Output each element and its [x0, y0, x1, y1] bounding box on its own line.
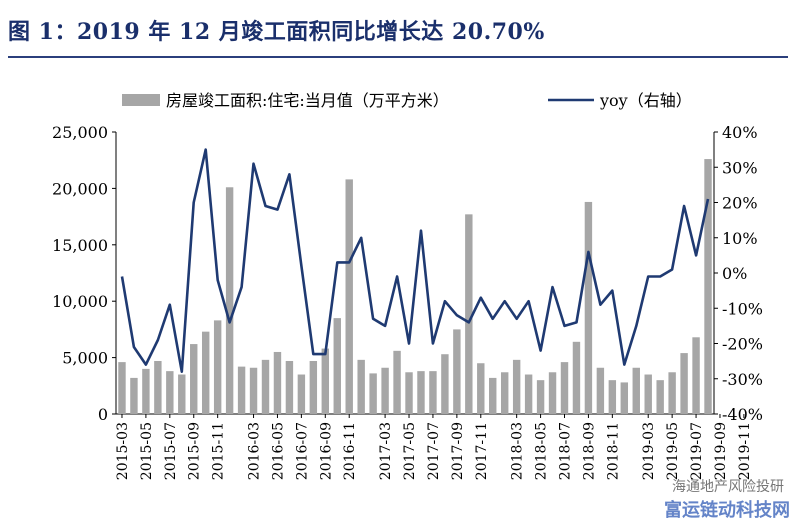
bar-2015-03: [118, 362, 126, 414]
x-tick-label: 2018-05: [534, 422, 550, 480]
x-tick-label: 2016-07: [294, 422, 310, 480]
x-tick-label: 2017-05: [402, 422, 418, 480]
bar-2018-11: [608, 380, 617, 414]
bar-2016-07: [297, 374, 306, 414]
bar-2018-02: [500, 372, 509, 414]
chart-title: 图 1：2019 年 12 月竣工面积同比增长达 20.70%: [8, 19, 545, 45]
left-tick-label: 20,000: [52, 179, 108, 198]
right-tick-label: 30%: [722, 158, 758, 177]
bar-2017-05: [405, 372, 413, 414]
bar-2015-05: [142, 368, 150, 414]
bar-2017-11: [477, 363, 485, 414]
bar-2019-02: [632, 367, 640, 414]
bar-2015-06: [154, 360, 162, 414]
bar-2018-12: [620, 382, 629, 414]
x-tick-label: 2018-07: [558, 422, 574, 480]
bar-2016-06: [285, 360, 294, 414]
x-tick-label: 2017-11: [474, 422, 490, 480]
right-tick-label: 40%: [722, 123, 758, 142]
bar-2016-05: [273, 351, 282, 414]
x-tick-label: 2015-07: [163, 422, 179, 480]
bar-2017-07: [429, 371, 437, 414]
bar-2016-10: [333, 318, 341, 414]
bar-2018-06: [548, 372, 557, 414]
x-tick-label: 2019-07: [689, 422, 705, 480]
bar-2015-04: [130, 377, 138, 414]
bar-2018-04: [524, 374, 533, 414]
bar-2016-09: [321, 348, 330, 414]
x-tick-label: 2015-09: [187, 422, 203, 480]
bar-2016-08: [309, 360, 318, 414]
x-tick-label: 2015-11: [211, 422, 227, 480]
bar-2019-06: [680, 353, 688, 414]
left-tick-label: 10,000: [52, 292, 108, 311]
bar-2017-04: [393, 350, 401, 414]
bar-2016-04: [261, 359, 270, 414]
x-tick-label: 2015-03: [115, 422, 131, 480]
x-tick-label: 2017-07: [426, 422, 442, 480]
bar-2015-10: [201, 331, 210, 414]
right-tick-label: -30%: [722, 370, 763, 389]
x-tick-label: 2019-03: [641, 422, 657, 480]
bar-2019-05: [668, 372, 676, 414]
x-tick-label: 2019-09: [713, 422, 729, 480]
bar-2016-11: [345, 179, 353, 414]
x-tick-label: 2016-03: [247, 422, 263, 480]
bar-2016-03: [249, 367, 258, 414]
watermark-2: 富运链动科技网: [664, 500, 790, 521]
watermark: 海通地产风险投研: [672, 479, 784, 495]
legend-bar-label: 房屋竣工面积:住宅:当月值（万平方米）: [166, 91, 449, 110]
left-tick-label: 25,000: [52, 123, 108, 142]
right-tick-label: -20%: [722, 335, 763, 354]
bar-2017-08: [441, 354, 449, 414]
bar-2016-12: [357, 359, 365, 414]
bar-2018-08: [572, 341, 581, 414]
right-tick-label: 0%: [722, 264, 747, 283]
x-tick-label: 2019-11: [737, 422, 753, 480]
bar-2017-12: [489, 377, 497, 414]
bar-2018-10: [596, 367, 605, 414]
bar-2019-04: [656, 380, 664, 414]
title-divider: [8, 56, 788, 58]
bar-2017-03: [381, 367, 389, 414]
right-tick-label: 20%: [722, 194, 758, 213]
x-tick-label: 2017-09: [450, 422, 466, 480]
bar-2015-11: [213, 320, 222, 414]
bar-2017-02: [369, 373, 377, 414]
x-tick-label: 2018-11: [605, 422, 621, 480]
left-tick-label: 15,000: [52, 236, 108, 255]
left-tick-label: 0: [98, 405, 108, 424]
right-tick-label: -40%: [722, 405, 763, 424]
bar-2015-12: [225, 187, 234, 414]
yoy-series-line: [120, 148, 710, 374]
bar-2016-02: [237, 366, 246, 414]
bar-2019-07: [692, 337, 700, 414]
bar-2018-03: [512, 359, 521, 414]
legend-line-label: yoy（右轴）: [599, 91, 692, 110]
x-tick-label: 2015-05: [139, 422, 155, 480]
bar-2015-07: [166, 371, 174, 414]
x-tick-label: 2016-09: [318, 422, 334, 480]
bar-2015-09: [190, 344, 198, 414]
x-tick-label: 2019-05: [665, 422, 681, 480]
bar-2015-08: [178, 374, 186, 414]
bar-2017-09: [453, 329, 461, 414]
bar-2018-07: [560, 362, 569, 414]
bar-2019-03: [644, 374, 652, 414]
x-tick-label: 2018-09: [581, 422, 597, 480]
bar-2018-09: [584, 201, 593, 414]
bar-2018-05: [536, 380, 545, 414]
x-tick-label: 2017-03: [378, 422, 394, 480]
x-tick-label: 2016-11: [342, 422, 358, 480]
legend-bar-swatch: [122, 94, 160, 106]
right-tick-label: 10%: [722, 229, 758, 248]
right-tick-label: -10%: [722, 299, 763, 318]
bar-2019-08: [704, 159, 712, 414]
left-tick-label: 5,000: [62, 349, 108, 368]
x-tick-label: 2018-03: [510, 422, 526, 480]
bar-2017-06: [417, 371, 425, 414]
bar-2017-10: [465, 214, 473, 414]
x-tick-label: 2016-05: [270, 422, 286, 480]
